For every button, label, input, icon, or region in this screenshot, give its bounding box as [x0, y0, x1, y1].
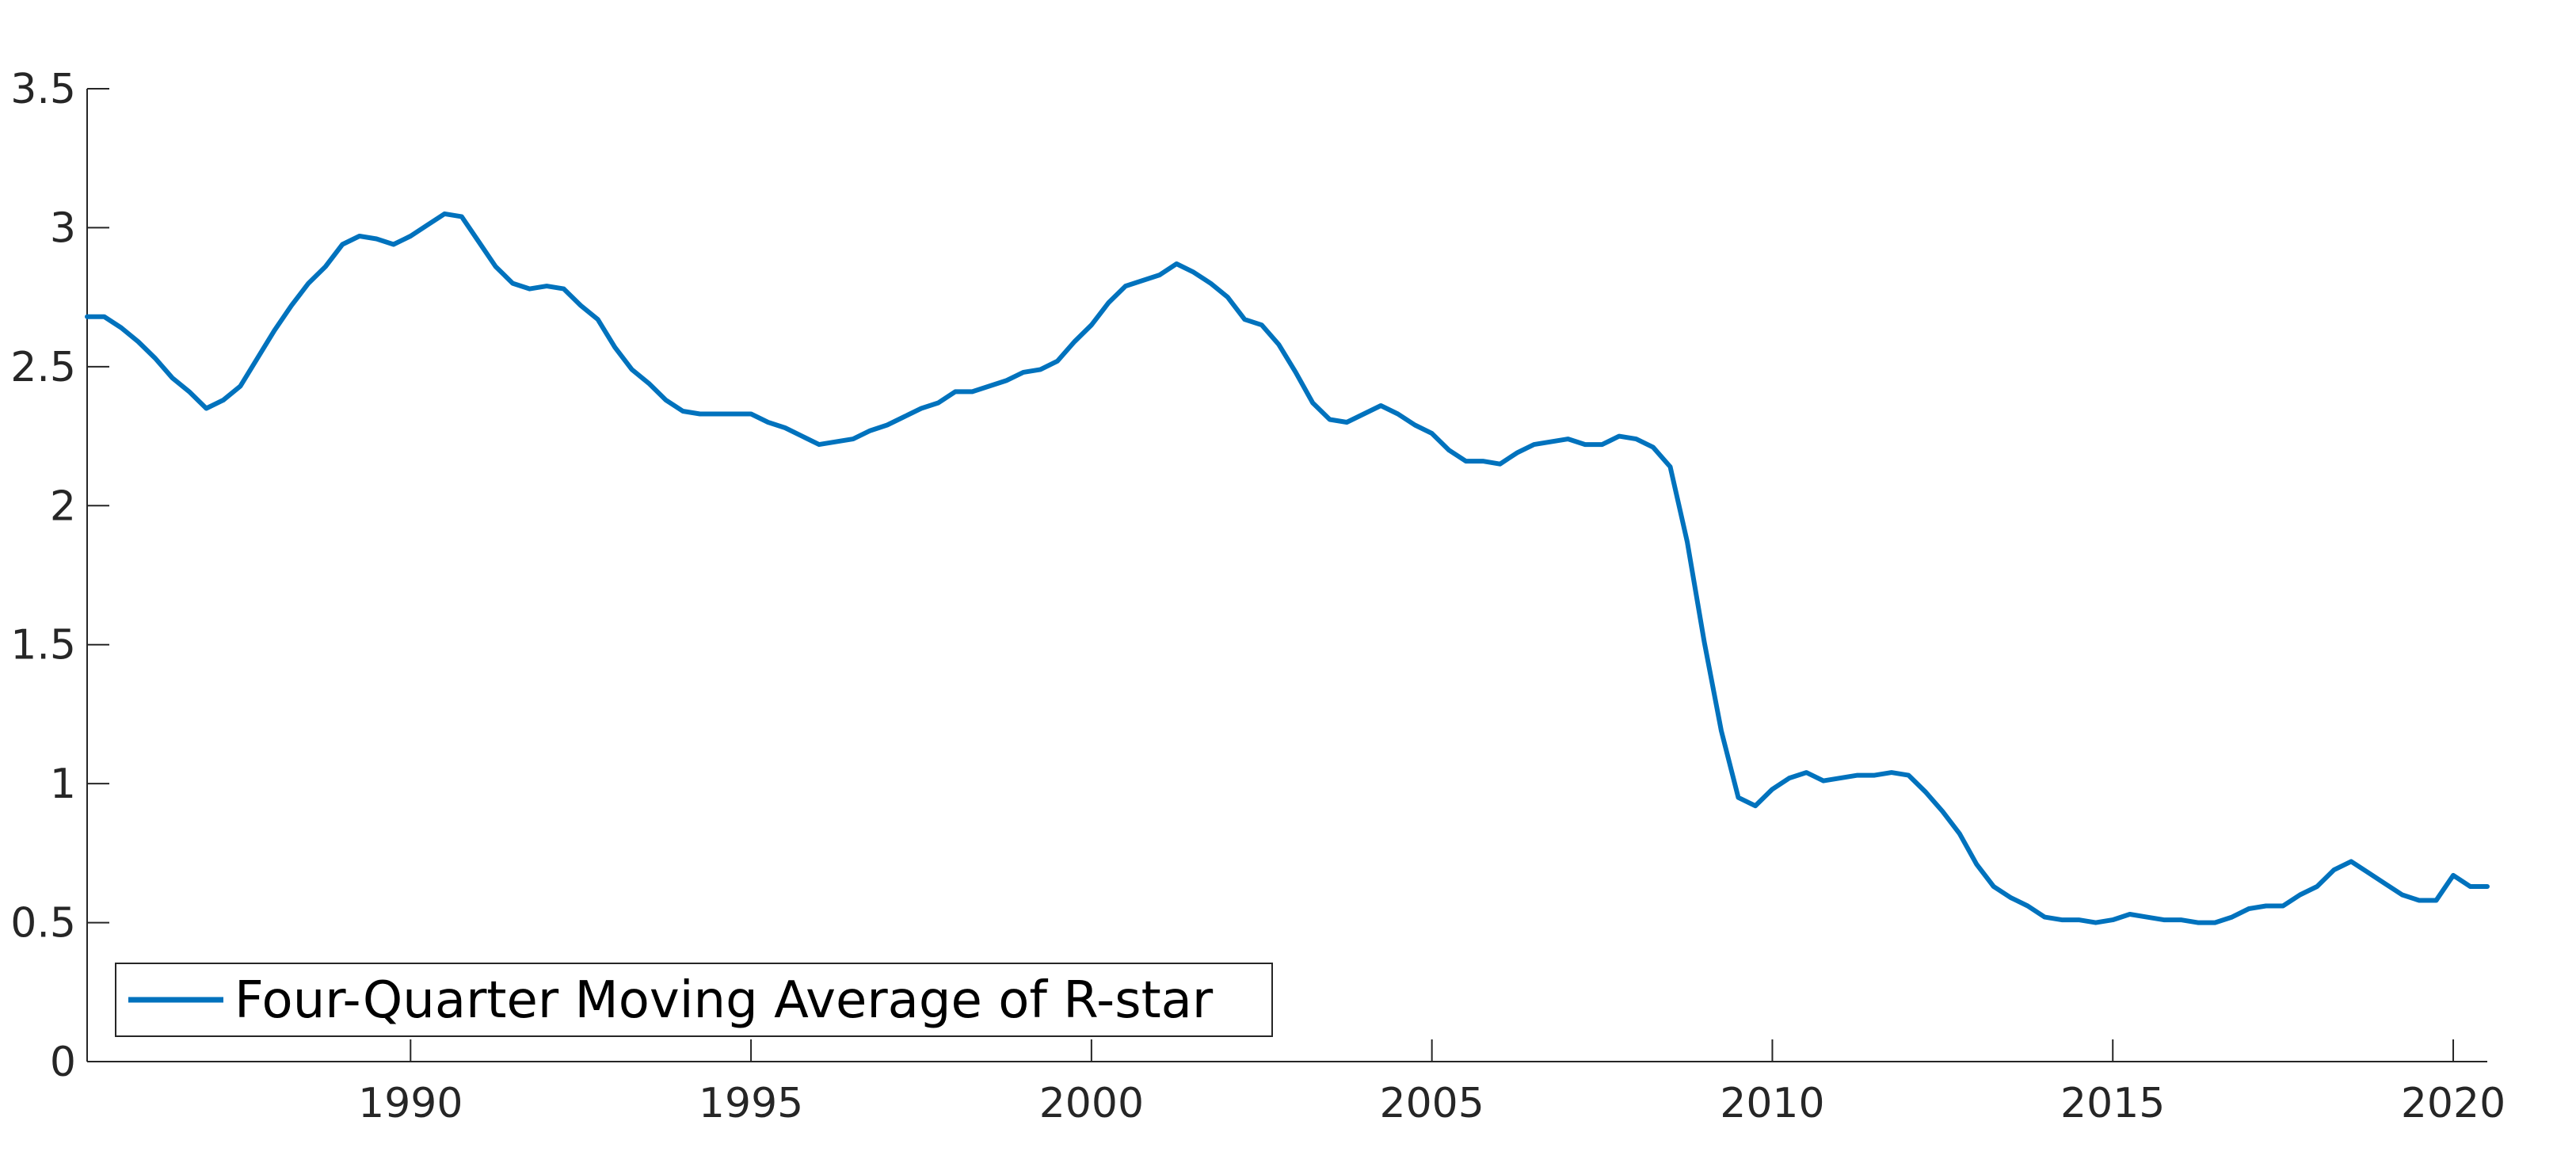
y-tick-label: 1 [50, 761, 76, 808]
legend-box [115, 963, 1273, 1037]
y-tick-label: 0 [50, 1039, 76, 1086]
x-tick-label: 2020 [2401, 1080, 2506, 1127]
y-tick-label: 2.5 [10, 344, 76, 391]
x-axis-ticks: 1990 1995 2000 2005 2010 2015 2020 [358, 1039, 2506, 1127]
x-tick-label: 1995 [699, 1080, 803, 1127]
x-tick-label: 2015 [2060, 1080, 2165, 1127]
y-tick-label: 2 [50, 482, 76, 530]
y-tick-label: 1.5 [10, 622, 76, 669]
y-tick-label: 0.5 [10, 900, 76, 948]
y-tick-label: 3 [50, 204, 76, 252]
y-tick-label: 3.5 [10, 66, 76, 113]
x-tick-label: 1990 [358, 1080, 463, 1127]
legend-label: Four-Quarter Moving Average of R-star [234, 971, 1214, 1030]
series-layer [85, 211, 2490, 925]
x-tick-label: 2005 [1379, 1080, 1484, 1127]
legend[interactable]: Four-Quarter Moving Average of R-star [115, 963, 1273, 1037]
x-tick-label: 2010 [1720, 1080, 1824, 1127]
series-line-rstar [85, 211, 2490, 925]
x-tick-label: 2000 [1039, 1080, 1144, 1127]
y-axis-ticks: 0 0.5 1 1.5 2 2.5 3 3.5 [10, 66, 109, 1086]
series-points [86, 213, 2488, 923]
